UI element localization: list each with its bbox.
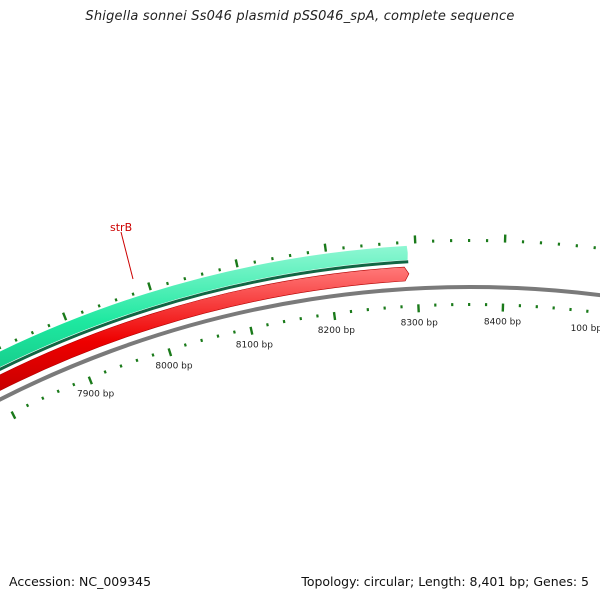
- bp-label: 8100 bp: [236, 340, 273, 350]
- major-tick: [323, 243, 328, 252]
- red-feature-arrow[interactable]: [0, 266, 410, 432]
- major-tick: [249, 326, 254, 335]
- minor-tick: [103, 370, 107, 374]
- minor-tick: [41, 396, 45, 401]
- minor-tick: [72, 382, 76, 387]
- minor-tick: [216, 334, 220, 338]
- minor-tick: [232, 330, 236, 334]
- minor-tick: [166, 281, 169, 286]
- minor-tick: [30, 330, 35, 335]
- major-tick: [147, 282, 152, 291]
- major-tick: [167, 348, 173, 357]
- minor-tick: [131, 292, 135, 296]
- plasmid-backbone: [0, 285, 600, 402]
- minor-tick: [271, 256, 274, 261]
- major-tick: [87, 376, 93, 385]
- minor-tick: [47, 323, 51, 328]
- minor-tick: [56, 389, 60, 394]
- minor-tick: [151, 353, 155, 357]
- bp-label: 8400 bp: [484, 318, 521, 328]
- minor-tick: [135, 358, 139, 363]
- bp-label: 8000 bp: [155, 362, 192, 372]
- minor-tick: [183, 343, 187, 347]
- minor-tick: [200, 338, 204, 343]
- minor-tick: [80, 310, 84, 314]
- major-tick: [62, 312, 68, 321]
- minor-tick: [266, 323, 269, 327]
- bp-position-labels: 7900 bp 8000 bp 8100 bp 8200 bp 8300 bp 8400 …: [77, 318, 600, 400]
- accession-text: Accession: NC_009345: [9, 574, 152, 589]
- outer-tick-marks: [0, 234, 596, 350]
- minor-tick: [183, 276, 187, 281]
- strb-label-leader-line: [120, 231, 134, 280]
- bp-label: 7900 bp: [77, 389, 114, 399]
- minor-tick: [253, 260, 257, 264]
- major-tick: [234, 259, 239, 268]
- minor-tick: [282, 319, 286, 324]
- bp-label: 100 bp: [571, 324, 600, 334]
- inner-tick-marks: [10, 302, 589, 420]
- minor-tick: [218, 268, 222, 272]
- topology-summary-text: Topology: circular; Length: 8,401 bp; Ge…: [301, 574, 589, 589]
- strb-gene-label[interactable]: strB: [110, 221, 132, 234]
- page-title: Shigella sonnei Ss046 plasmid pSS046_spA…: [85, 9, 515, 24]
- major-tick: [332, 311, 337, 321]
- minor-tick: [97, 304, 101, 308]
- major-tick: [10, 411, 17, 420]
- minor-tick: [114, 298, 118, 302]
- bp-label: 8200 bp: [318, 326, 355, 336]
- strb-feature-outline: [0, 260, 409, 372]
- minor-tick: [119, 364, 123, 368]
- minor-tick: [14, 338, 18, 342]
- bp-label: 8300 bp: [401, 318, 438, 328]
- minor-tick: [25, 403, 30, 408]
- strb-feature-arrow[interactable]: [0, 245, 408, 414]
- minor-tick: [200, 272, 204, 276]
